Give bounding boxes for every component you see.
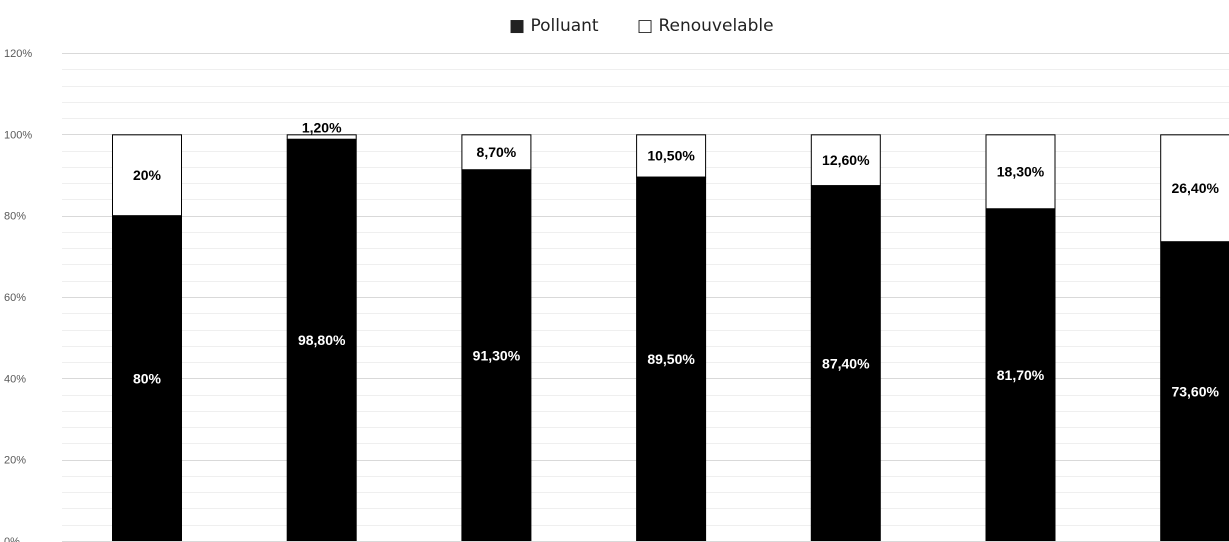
bar-renouvelable bbox=[461, 134, 532, 171]
bar-polluant bbox=[1160, 241, 1229, 541]
data-label-polluant: 81,70% bbox=[997, 367, 1045, 383]
y-tick-label: 80% bbox=[4, 211, 26, 223]
y-tick-label: 100% bbox=[4, 129, 32, 141]
data-label-renouvelable: 8,70% bbox=[477, 144, 517, 160]
bars bbox=[112, 134, 1229, 542]
y-tick-label: 0% bbox=[4, 536, 20, 542]
bar-renouvelable bbox=[985, 134, 1056, 210]
legend-item-polluant: ■ Polluant bbox=[509, 16, 599, 36]
data-label-polluant: 91,30% bbox=[473, 347, 521, 363]
data-label-polluant: 73,60% bbox=[1171, 383, 1219, 399]
data-label-renouvelable: 26,40% bbox=[1171, 180, 1219, 196]
legend: ■ Polluant □ Renouvelable bbox=[509, 16, 774, 36]
y-tick-label: 20% bbox=[4, 455, 26, 467]
bar-renouvelable bbox=[112, 134, 182, 217]
bar-renouvelable bbox=[636, 134, 707, 178]
data-label-polluant: 89,50% bbox=[647, 351, 695, 367]
bar-polluant bbox=[461, 169, 532, 542]
bar-polluant bbox=[286, 139, 357, 542]
y-axis-ticks: 0% 20% 40% 60% 80% 100% 120% bbox=[4, 48, 32, 542]
y-tick-label: 120% bbox=[4, 48, 32, 60]
y-tick-label: 60% bbox=[4, 292, 26, 304]
data-label-renouvelable: 18,30% bbox=[997, 164, 1045, 180]
bar-polluant bbox=[985, 208, 1056, 541]
data-label-polluant: 87,40% bbox=[822, 355, 870, 371]
bar-polluant bbox=[636, 177, 707, 542]
data-label-renouvelable: 1,20% bbox=[302, 119, 342, 135]
data-labels: 80% 20% 98,80% 1,20% 91,30% 8,70% 89,50% 10,50%… bbox=[133, 119, 1220, 399]
bar-renouvelable bbox=[286, 134, 357, 140]
data-label-renouvelable: 10,50% bbox=[647, 148, 695, 164]
bar-renouvelable bbox=[1160, 134, 1229, 243]
y-tick-label: 40% bbox=[4, 373, 26, 385]
bar-polluant bbox=[810, 185, 881, 541]
data-label-polluant: 98,80% bbox=[298, 332, 346, 348]
data-label-renouvelable: 12,60% bbox=[822, 152, 870, 168]
legend-item-renouvelable: □ Renouvelable bbox=[637, 16, 774, 36]
data-label-renouvelable: 20% bbox=[133, 167, 162, 183]
data-label-polluant: 80% bbox=[133, 370, 162, 386]
bar-renouvelable bbox=[810, 134, 881, 187]
bar-polluant bbox=[112, 215, 182, 541]
